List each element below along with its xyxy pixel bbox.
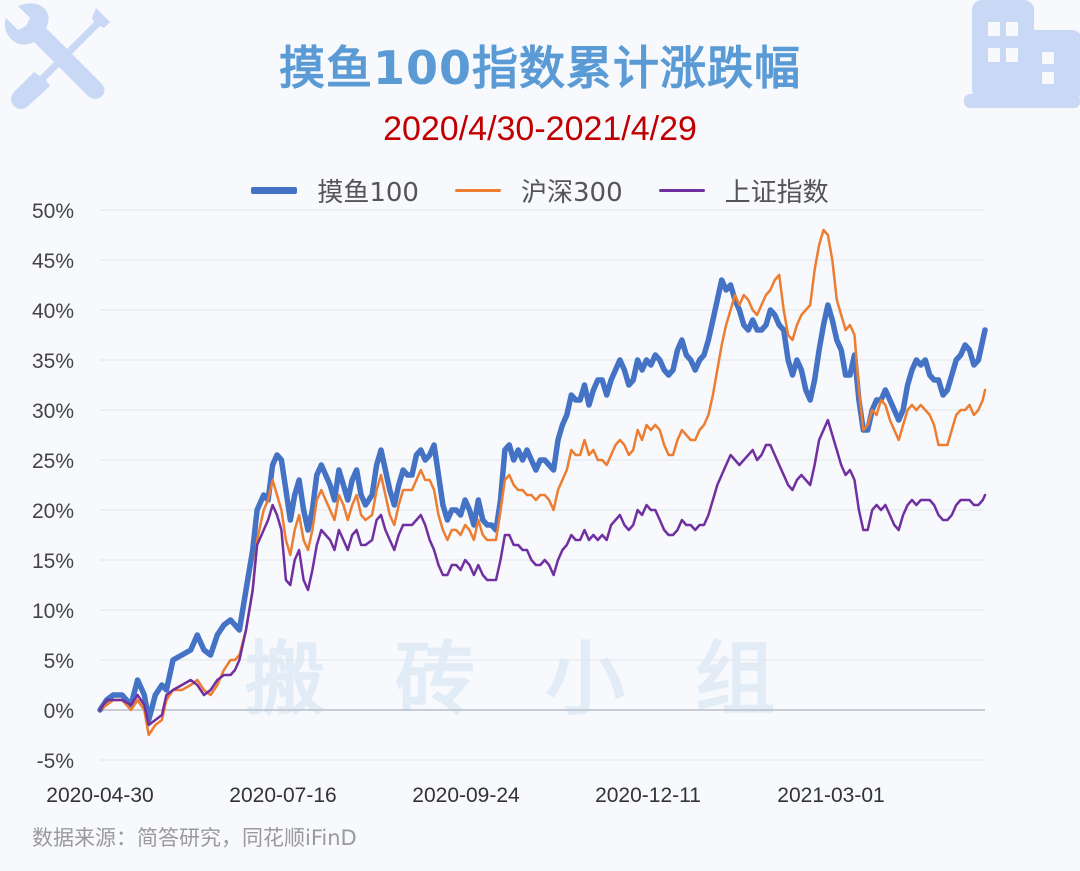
chart-title: 摸鱼100指数累计涨跌幅	[278, 41, 802, 95]
legend: 摸鱼100 沪深300 上证指数	[0, 172, 1080, 209]
legend-swatch	[658, 189, 705, 192]
legend-label: 摸鱼100	[317, 178, 419, 208]
x-tick-label: 2020-07-16	[229, 784, 336, 807]
y-tick-label: 35%	[32, 350, 74, 373]
y-tick-label: 45%	[32, 250, 74, 273]
y-tick-label: 25%	[32, 450, 74, 473]
y-tick-label: 5%	[44, 650, 74, 673]
y-tick-label: 0%	[44, 700, 74, 723]
y-tick-label: 30%	[32, 400, 74, 423]
series-line	[98, 418, 987, 727]
y-tick-label: 40%	[32, 300, 74, 323]
x-tick-label: 2020-12-11	[595, 784, 701, 807]
y-tick-label: 10%	[32, 600, 74, 623]
legend-item: 上证指数	[658, 172, 829, 209]
y-tick-label: 15%	[32, 550, 74, 573]
y-tick-label: 50%	[32, 200, 74, 223]
series-line	[98, 228, 987, 737]
y-tick-label: 20%	[32, 500, 74, 523]
data-source-note: 数据来源：简答研究，同花顺iFinD	[32, 826, 357, 850]
legend-label: 沪深300	[520, 178, 623, 208]
wrench-screwdriver-icon	[4, 3, 110, 109]
series-line	[97, 277, 988, 723]
x-tick-label: 2020-04-30	[46, 784, 153, 807]
chart-subtitle: 2020/4/30-2021/4/29	[383, 110, 697, 148]
legend-swatch	[251, 187, 298, 194]
legend-item: 摸鱼100	[251, 172, 419, 209]
legend-swatch	[454, 189, 501, 192]
building-icon	[964, 0, 1080, 108]
y-tick-label: -5%	[37, 750, 74, 773]
legend-label: 上证指数	[724, 178, 829, 208]
legend-item: 沪深300	[454, 172, 623, 209]
x-tick-label: 2020-09-24	[412, 784, 520, 807]
x-tick-label: 2021-03-01	[777, 784, 884, 807]
